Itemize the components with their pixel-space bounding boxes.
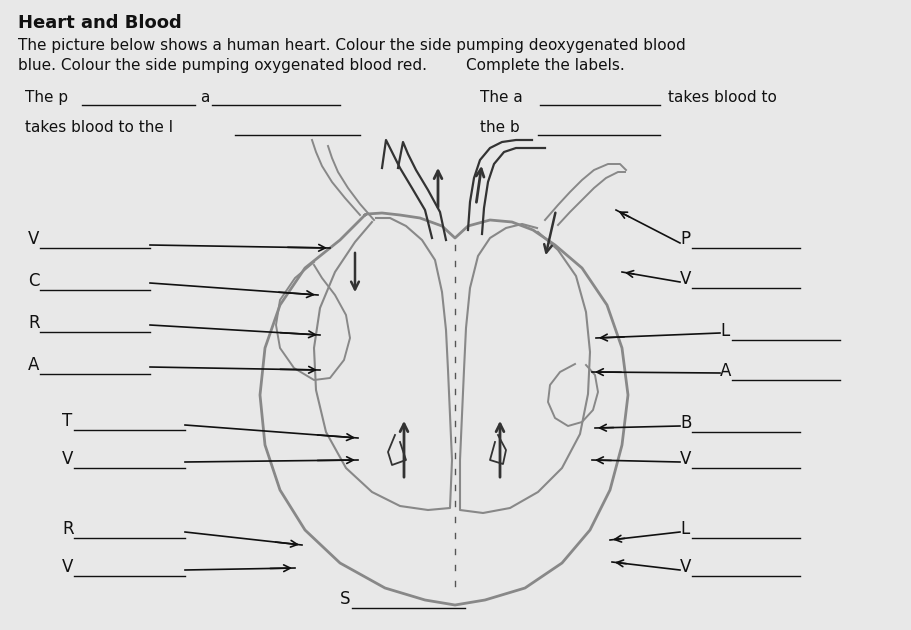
Text: The a: The a [480,90,523,105]
Text: L: L [720,322,729,340]
Text: Heart and Blood: Heart and Blood [18,14,182,32]
Text: S: S [340,590,351,608]
Text: A: A [720,362,732,380]
Text: L: L [680,520,690,538]
Text: P: P [680,230,691,248]
Text: takes blood to the l: takes blood to the l [25,120,173,135]
Text: The p: The p [25,90,68,105]
Text: blue. Colour the side pumping oxygenated blood red.        Complete the labels.: blue. Colour the side pumping oxygenated… [18,58,625,73]
Text: V: V [62,558,74,576]
Text: A: A [28,356,39,374]
Text: takes blood to: takes blood to [668,90,777,105]
Text: R: R [28,314,39,332]
Text: the b: the b [480,120,520,135]
Text: R: R [62,520,74,538]
Text: V: V [62,450,74,468]
Text: a: a [200,90,210,105]
Text: V: V [28,230,39,248]
Text: The picture below shows a human heart. Colour the side pumping deoxygenated bloo: The picture below shows a human heart. C… [18,38,686,53]
Text: V: V [680,270,691,288]
Text: B: B [680,414,691,432]
Text: V: V [680,450,691,468]
Text: C: C [28,272,39,290]
Text: T: T [62,412,72,430]
Text: V: V [680,558,691,576]
